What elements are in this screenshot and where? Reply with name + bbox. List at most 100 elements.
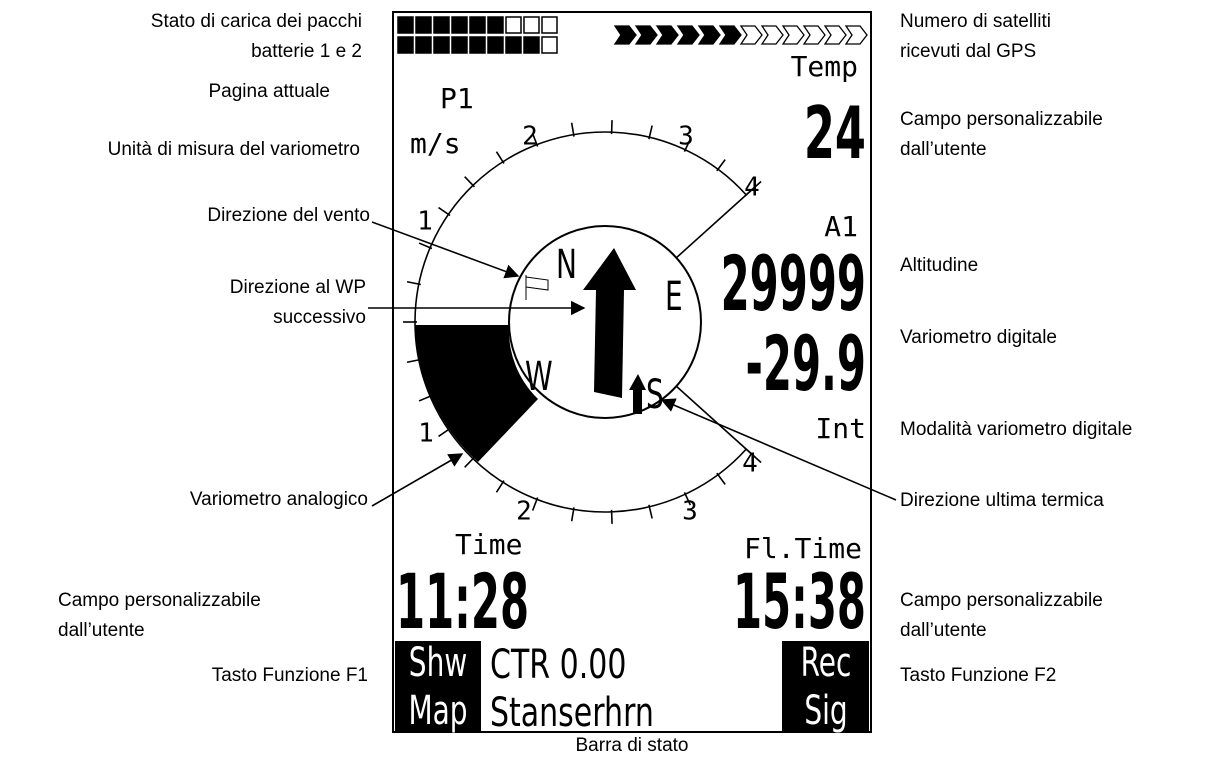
- scale-number: 1: [417, 207, 433, 237]
- satellite-mark: [697, 25, 721, 45]
- battery-cell: [523, 16, 540, 34]
- scale-number: 2: [516, 497, 532, 527]
- vario-tick: [418, 242, 433, 250]
- battery-cell: [487, 36, 504, 54]
- annotation: Tasto Funzione F2: [900, 665, 1056, 686]
- annotation: Direzione del vento: [207, 205, 370, 226]
- wind-flag: [525, 276, 549, 291]
- vario-arc: [414, 131, 747, 513]
- satellite-mark: [655, 25, 679, 45]
- vario-tick: [464, 176, 475, 188]
- scale-number: 3: [678, 122, 694, 152]
- satellite-mark: [676, 25, 700, 45]
- scale-number: 4: [744, 173, 760, 203]
- annotation: Tasto Funzione F1: [212, 665, 368, 686]
- annotation: Barra di stato: [576, 735, 689, 756]
- f1-label: Map: [408, 688, 467, 734]
- satellite-mark: [613, 25, 637, 45]
- compass-ring: [508, 225, 702, 419]
- annotation: Campo personalizzabile: [900, 590, 1103, 611]
- f2-label: Rec: [801, 640, 852, 686]
- vario-tick: [495, 480, 505, 493]
- battery-cell: [523, 36, 540, 54]
- battery-cell: [451, 16, 468, 34]
- satellite-mark: [739, 25, 763, 45]
- battery-cell: [397, 16, 414, 34]
- annotation: Stato di carica dei pacchi: [151, 11, 362, 32]
- vario-tick: [570, 507, 575, 522]
- status-text: CTR 0.00: [490, 642, 626, 688]
- battery-cell: [433, 36, 450, 54]
- battery-cell: [415, 36, 432, 54]
- pointer: [371, 453, 464, 507]
- pointer: [371, 221, 520, 279]
- f1-key[interactable]: [395, 641, 481, 731]
- vario-tick: [464, 456, 475, 468]
- vario-tick: [570, 122, 575, 137]
- annotation: Campo personalizzabile: [58, 590, 261, 611]
- annotation: dall’utente: [900, 620, 987, 641]
- vario-tick: [648, 125, 653, 140]
- field-value: 24: [804, 92, 866, 176]
- thermal-arrow: [629, 374, 646, 414]
- satellite-mark: [760, 25, 784, 45]
- direction-arrow: [583, 248, 636, 398]
- annotation: batterie 1 e 2: [251, 41, 362, 62]
- status-text: Stanserhrn: [490, 690, 654, 736]
- vario-tick: [495, 151, 505, 164]
- battery-indicator: [397, 16, 558, 54]
- compass-letter: S: [646, 372, 664, 418]
- satellite-mark: [634, 25, 658, 45]
- vario-tick: [406, 358, 421, 364]
- vario-value: -29.9: [746, 321, 866, 409]
- page-label: P1: [440, 82, 474, 115]
- compass-letter: W: [525, 354, 553, 400]
- satellite-mark: [844, 25, 868, 45]
- dial: [403, 120, 762, 524]
- satellite-mark: [718, 25, 742, 45]
- field-value: 15:38: [733, 559, 866, 647]
- field-label: Int: [815, 412, 866, 445]
- vario-sector: [415, 325, 538, 462]
- battery-cell: [433, 16, 450, 34]
- altitude-value: 29999: [721, 241, 866, 329]
- annotation: Direzione ultima termica: [900, 490, 1104, 511]
- vario-tick: [716, 472, 726, 485]
- vario-tick: [418, 394, 433, 402]
- annotation: Unità di misura del variometro: [108, 139, 360, 160]
- f1-label: Shw: [409, 640, 467, 686]
- field-label: Temp: [791, 50, 858, 83]
- scale-number: 2: [522, 122, 538, 152]
- annotation: successivo: [273, 307, 366, 328]
- satellite-indicator: [613, 25, 868, 45]
- vario-tick: [531, 497, 539, 511]
- battery-cell: [469, 36, 486, 54]
- f2-key[interactable]: [782, 641, 869, 731]
- display-frame: [392, 11, 872, 733]
- vario-tick: [406, 280, 421, 286]
- annotation: dall’utente: [900, 139, 987, 160]
- battery-cell: [505, 16, 522, 34]
- satellite-mark: [781, 25, 805, 45]
- field-label: Time: [455, 528, 522, 561]
- pointer: [660, 398, 897, 501]
- scale-end: [675, 180, 762, 259]
- battery-cell: [415, 16, 432, 34]
- annotation: Campo personalizzabile: [900, 109, 1103, 130]
- annotation: Modalità variometro digitale: [900, 419, 1132, 440]
- battery-cell: [541, 36, 558, 54]
- field-label: A1: [824, 210, 858, 243]
- vario-tick: [716, 159, 726, 172]
- compass-letter: N: [556, 242, 577, 288]
- battery-cell: [469, 16, 486, 34]
- annotation: Variometro analogico: [190, 489, 368, 510]
- field-label: Fl.Time: [744, 532, 862, 565]
- annotation: Altitudine: [900, 255, 978, 276]
- annotation: Pagina attuale: [209, 81, 331, 102]
- annotation: Numero di satelliti: [900, 11, 1051, 32]
- annotation: Variometro digitale: [900, 327, 1057, 348]
- unit-label: m/s: [410, 127, 461, 160]
- field-value: 11:28: [396, 559, 529, 647]
- battery-cell: [451, 36, 468, 54]
